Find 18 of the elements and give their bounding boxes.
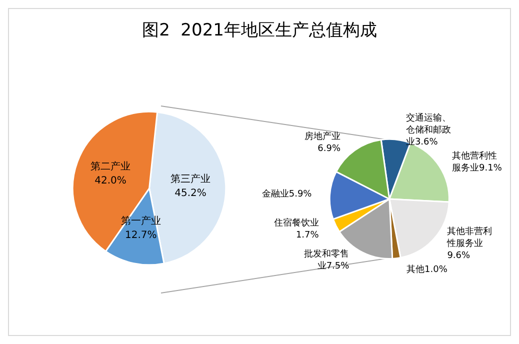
slice-label: 交通运输、仓储和邮政业3.6% bbox=[406, 112, 451, 148]
slice-label: 其他营利性服务业9.1% bbox=[452, 150, 502, 174]
slice-label: 第二产业 bbox=[90, 160, 131, 172]
data-label: 12.7% bbox=[124, 230, 157, 242]
slice-label: 金融业5.9% bbox=[262, 188, 312, 200]
data-label: 9.6% bbox=[447, 251, 471, 262]
data-label: 42.0% bbox=[94, 175, 126, 186]
data-label: 1.7% bbox=[296, 230, 320, 241]
slice-label: 住宿餐饮业 bbox=[274, 218, 319, 229]
data-label: 45.2% bbox=[174, 188, 206, 199]
slice-label: 批发和零售业7.5% bbox=[304, 248, 350, 272]
data-label: 6.9% bbox=[318, 144, 341, 154]
slice-label: 其他非营利性服务业 bbox=[446, 226, 492, 250]
text: 图2 2021年地区生产总值构成 bbox=[142, 20, 377, 40]
slice-label: 第一产业 bbox=[120, 215, 161, 228]
slice-label: 第三产业 bbox=[170, 172, 211, 185]
slice-label: 房地产业 bbox=[304, 130, 341, 142]
slice-label: 其他1.0% bbox=[406, 264, 448, 276]
